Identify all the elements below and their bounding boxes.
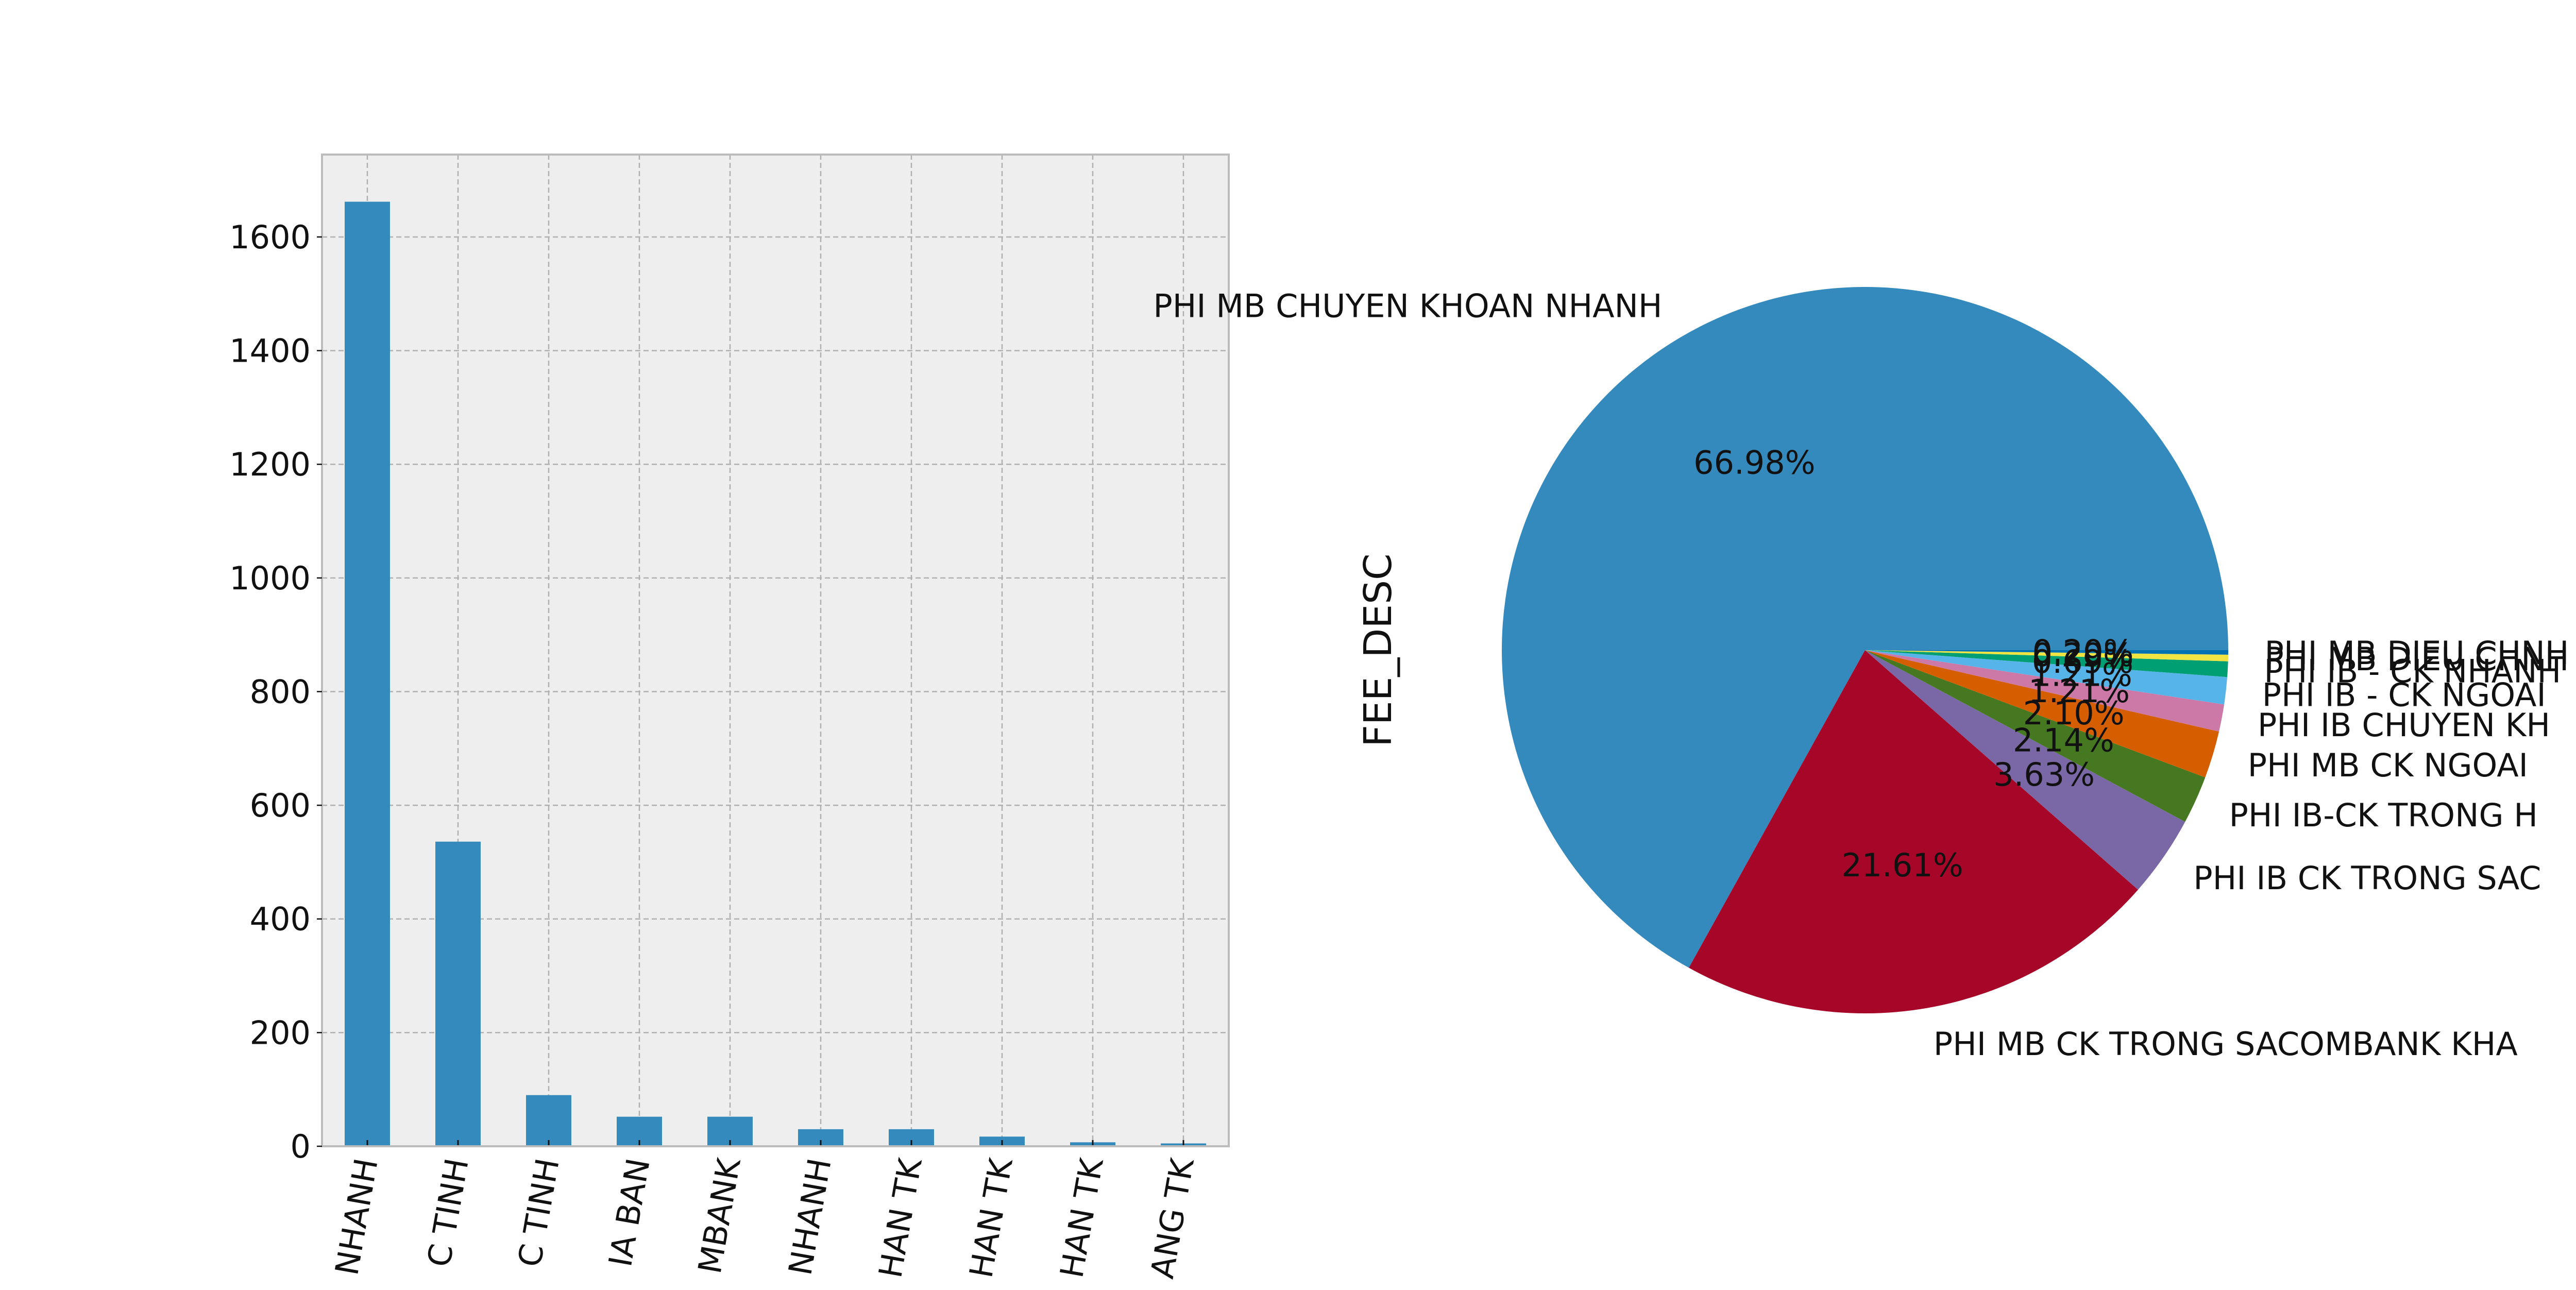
pie-slice-label: PHI MB CK NGOAI: [2248, 746, 2528, 784]
pie-slice: [1689, 650, 2138, 1013]
pie-slice-labels: PHI MB CHUYEN KHOAN NHANH PHI MB CK TRONG…: [1153, 287, 2569, 1063]
pie-percent-label: 1.21%: [2028, 672, 2130, 710]
pie-slice: [1865, 650, 2225, 732]
bar-x-tick-label: C TINH: [511, 1156, 567, 1270]
bar-y-tick-label: 1200: [229, 446, 311, 483]
bar-y-axis: 0 200 400 600 800 1000 1200 1400 1600: [229, 218, 322, 1165]
pie-slice-label: PHI MB CK TRONG SACOMBANK KHA: [1934, 1025, 2518, 1063]
bar-x-tick-label: HAN TK: [871, 1155, 929, 1281]
pie-percent-label: 3.63%: [1993, 756, 2095, 793]
pie-slice: [1865, 650, 2228, 655]
pie-slice: [1865, 650, 2228, 677]
pie-percent-label: 66.98%: [1693, 444, 1815, 481]
pie-percent-label: 1.21%: [2031, 656, 2132, 693]
bar-x-tick-label: NHANH: [328, 1156, 385, 1278]
pie-percent-labels: 66.98% 21.61% 3.63%2.14%2.10%1.21%1.21%0.6…: [1693, 444, 2133, 884]
bar-x-tick-label: HAN TK: [962, 1155, 1020, 1281]
bar-x-tick-label: NHANH: [781, 1156, 839, 1278]
pie-percent-label: 2.14%: [2013, 721, 2114, 759]
bar-x-tick-label: ANG TK: [1143, 1155, 1201, 1282]
bar: [435, 841, 481, 1146]
pie-percent-label: 0.20%: [2032, 633, 2134, 671]
pie-chart: FEE_DESC 66.98% 21.61% 3.63%2.14%2.10%1.21…: [1153, 286, 2569, 1063]
bar-y-tick-label: 1600: [229, 218, 311, 256]
bar: [345, 201, 390, 1146]
bar-x-tick-label: MBANK: [691, 1155, 748, 1277]
pie-slice: [1865, 650, 2228, 661]
pie-slice-label: PHI MB CHUYEN KHOAN NHANH: [1153, 287, 1662, 325]
pie-percent-label: 21.61%: [1841, 846, 1963, 884]
bar-x-tick-label: IA BAN: [601, 1156, 657, 1269]
pie-y-axis-label: FEE_DESC: [1356, 553, 1400, 746]
pie-slice: [1865, 650, 2185, 890]
pie-slice-label: PHI MB DIEU CHNH: [2264, 640, 2569, 678]
bar-chart: 0 200 400 600 800 1000 1200 1400 1600 NHANH C TIN…: [229, 154, 1230, 1282]
bar-y-tick-label: 400: [250, 901, 311, 938]
pie-slice-label: PHI IB CK TRONG SAC: [2193, 859, 2541, 897]
bar-x-axis: NHANH C TINH C TINH IA BAN MBANK NHANH HAN TK H…: [328, 1155, 1201, 1282]
pie-slice-label: PHI IB - CK NHANH: [2264, 653, 2561, 690]
bar-y-tick-label: 0: [291, 1128, 311, 1165]
bar-x-tick-label: HAN TK: [1053, 1155, 1111, 1281]
pie-slice: [1865, 650, 2228, 705]
bar-y-tick-label: 600: [250, 787, 311, 824]
pie-slice-label: PHI MB DIEU CHNH: [2264, 634, 2569, 672]
pie-slices: [1502, 286, 2228, 1013]
bar-x-tick-label: C TINH: [420, 1156, 476, 1270]
pie-slice: [1865, 650, 2219, 777]
pie-slice-label: PHI IB - CK NGOAI: [2262, 676, 2546, 714]
pie-slice: [1865, 650, 2206, 822]
bar-y-tick-label: 200: [250, 1014, 311, 1051]
bar-axes-frame: [321, 154, 1230, 1147]
pie-percent-label: 0.29%: [2032, 636, 2133, 674]
bar: [526, 1095, 571, 1146]
pie-slice: [1502, 286, 2228, 968]
bar-y-tick-label: 1000: [229, 559, 311, 597]
bar-y-tick-label: 1400: [229, 332, 311, 370]
pie-slice-label: PHI IB CHUYEN KH: [2258, 706, 2550, 744]
bar-y-tick-label: 800: [250, 673, 311, 710]
bar-series: [345, 201, 1206, 1146]
pie-percent-label: 0.69%: [2032, 643, 2133, 681]
pie-percent-label: 2.10%: [2023, 694, 2125, 732]
pie-slice-label: PHI IB-CK TRONG H: [2229, 796, 2537, 834]
